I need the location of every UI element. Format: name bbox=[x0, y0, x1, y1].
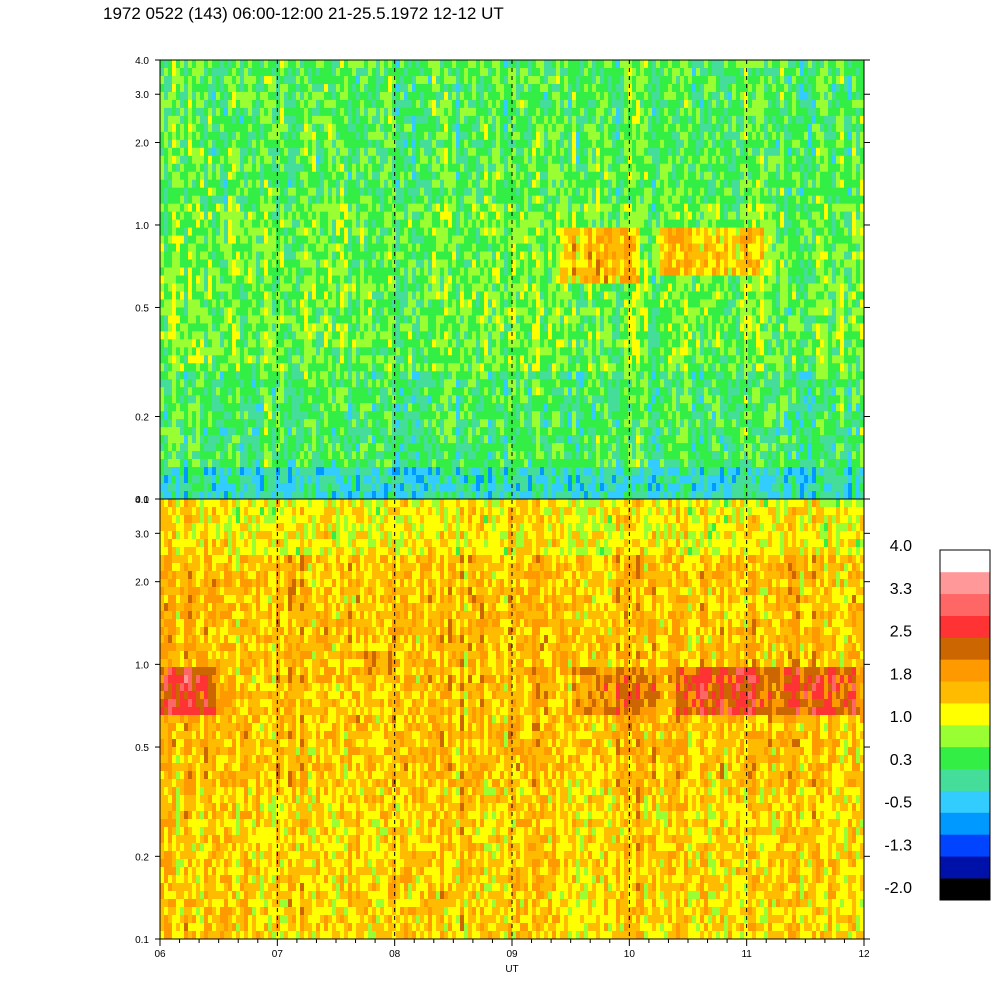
colorbar-swatch-7 bbox=[940, 725, 990, 748]
colorbar-label-8: -2.0 bbox=[884, 880, 912, 897]
colorbar-label-5: 0.3 bbox=[890, 752, 912, 769]
y-tick-label-1-5: 3.0 bbox=[135, 90, 149, 101]
y-tick-label-2-2: 0.5 bbox=[135, 743, 149, 754]
y-tick-label-1-0: 0.1 bbox=[135, 495, 149, 506]
y-tick-label-1-2: 0.5 bbox=[135, 303, 149, 314]
colorbar-swatch-10 bbox=[940, 659, 990, 682]
x-axis-label: UT bbox=[505, 964, 518, 975]
colorbar-swatch-9 bbox=[940, 681, 990, 704]
colorbar-swatch-4 bbox=[940, 790, 990, 813]
colorbar-swatch-12 bbox=[940, 615, 990, 638]
lower-spectrogram-panel bbox=[160, 499, 864, 939]
y-tick-label-1-3: 1.0 bbox=[135, 221, 149, 232]
y-tick-label-1-6: 4.0 bbox=[135, 56, 149, 67]
upper-spectrogram-panel bbox=[160, 60, 864, 499]
colorbar-label-7: -1.3 bbox=[884, 837, 912, 854]
colorbar-label-0: 4.0 bbox=[890, 538, 912, 555]
x-tick-label-1: 07 bbox=[272, 949, 284, 960]
colorbar-swatch-2 bbox=[940, 834, 990, 857]
colorbar-label-6: -0.5 bbox=[884, 795, 912, 812]
colorbar-swatch-3 bbox=[940, 812, 990, 835]
colorbar-swatch-6 bbox=[940, 746, 990, 770]
y-tick-label-2-4: 2.0 bbox=[135, 578, 149, 589]
colorbar-swatch-0 bbox=[940, 878, 990, 901]
colorbar-swatch-14 bbox=[940, 571, 990, 595]
x-tick-label-5: 11 bbox=[741, 949, 752, 960]
colorbar-swatch-15 bbox=[940, 550, 990, 573]
x-tick-label-4: 10 bbox=[624, 949, 636, 960]
x-tick-label-3: 09 bbox=[506, 949, 518, 960]
y-tick-label-1-1: 0.2 bbox=[135, 413, 149, 424]
y-tick-label-2-1: 0.2 bbox=[135, 852, 149, 863]
colorbar-swatch-8 bbox=[940, 703, 990, 726]
x-tick-label-6: 12 bbox=[858, 949, 870, 960]
colorbar: 4.0 3.3 2.5 1.8 1.0 0.3 -0.5 -1.3 -2.0 bbox=[884, 538, 991, 901]
y-tick-label-2-3: 1.0 bbox=[135, 660, 149, 671]
colorbar-swatch-5 bbox=[940, 768, 990, 791]
x-tick-label-2: 08 bbox=[389, 949, 401, 960]
colorbar-swatch-13 bbox=[940, 593, 990, 616]
colorbar-label-4: 1.0 bbox=[890, 709, 912, 726]
y-tick-label-2-5: 3.0 bbox=[135, 529, 149, 540]
y-tick-label-1-4: 2.0 bbox=[135, 138, 149, 149]
y-tick-label-2-6: 4.0 bbox=[135, 495, 149, 506]
colorbar-swatch-11 bbox=[940, 637, 990, 660]
x-tick-label-0: 06 bbox=[154, 949, 166, 960]
colorbar-swatch-1 bbox=[940, 856, 990, 879]
chart-title: 1972 0522 (143) 06:00-12:00 21-25.5.1972… bbox=[103, 4, 504, 23]
colorbar-label-1: 3.3 bbox=[890, 581, 912, 598]
y-tick-label-2-0: 0.1 bbox=[135, 935, 149, 946]
colorbar-label-2: 2.5 bbox=[890, 624, 912, 641]
colorbar-label-3: 1.8 bbox=[890, 666, 912, 683]
colorbar-frame bbox=[939, 549, 991, 901]
